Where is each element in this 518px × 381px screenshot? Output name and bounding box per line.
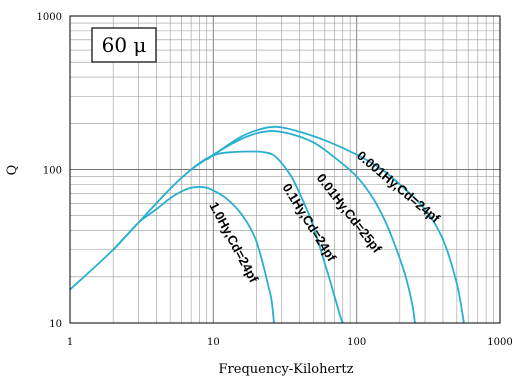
- y-tick-label: 10: [49, 319, 62, 330]
- x-axis-title: Frequency-Kilohertz: [219, 362, 354, 377]
- annotation-label: 60 μ: [102, 33, 147, 57]
- tick-labels: 1 10 100 1000 10 100 1000: [37, 12, 513, 348]
- series-line-2: [190, 130, 416, 324]
- annotation-frame: [91, 27, 157, 63]
- plot-frame: [69, 15, 501, 324]
- series-line-0: [69, 186, 275, 324]
- x-tick-label: 100: [347, 337, 366, 348]
- grid: [70, 16, 500, 323]
- y-tick-label: 1000: [37, 12, 62, 23]
- x-tick-label: 1: [67, 337, 73, 348]
- x-tick-label: 1000: [487, 337, 512, 348]
- x-tick-label: 10: [207, 337, 220, 348]
- y-tick-label: 100: [43, 166, 62, 177]
- y-axis-title: Q: [5, 165, 20, 176]
- series-line-3: [206, 125, 465, 324]
- annotation-box: 60 μ: [91, 27, 157, 63]
- curves: [69, 125, 465, 324]
